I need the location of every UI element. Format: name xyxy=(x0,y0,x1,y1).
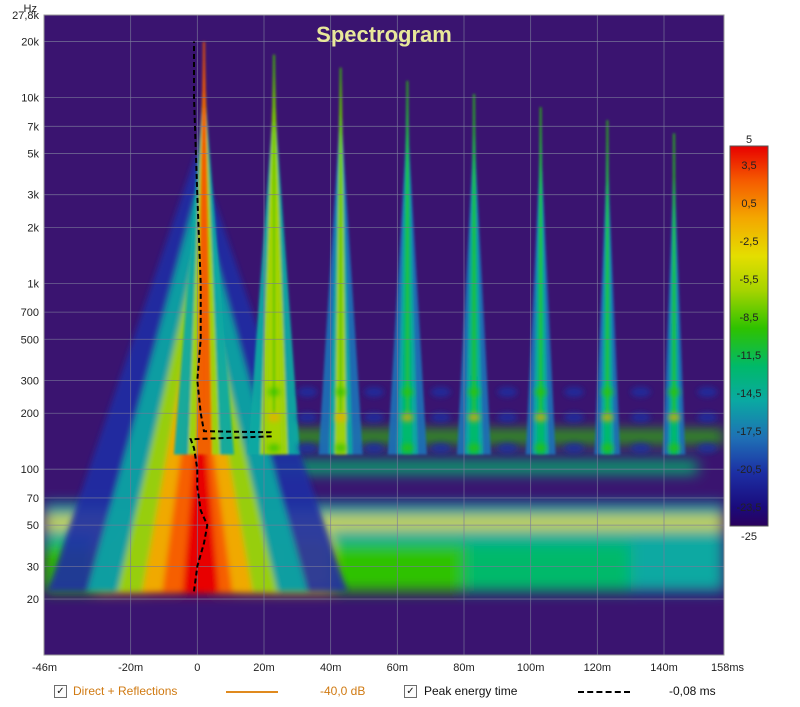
x-tick-label: 0 xyxy=(194,662,200,674)
colorbar-label: 0,5 xyxy=(741,198,756,210)
x-axis-tick-labels: -46m -20m 0 20m 40m 60m 80m 100m 120m 140m 158ms xyxy=(32,662,744,674)
grid-lines xyxy=(44,15,724,655)
plot-frame xyxy=(43,14,725,656)
x-tick-label: 40m xyxy=(320,662,341,674)
x-tick-label: 60m xyxy=(387,662,408,674)
direct-reflections-swatch xyxy=(226,691,278,693)
x-tick-label: 20m xyxy=(253,662,274,674)
peak-energy-time-value: -0,08 ms xyxy=(669,684,716,698)
colorbar-label: -25 xyxy=(741,531,757,543)
peak-energy-time-line xyxy=(189,41,272,592)
colorbar-label: -20,5 xyxy=(736,464,761,476)
y-tick-label: 500 xyxy=(21,334,39,346)
direct-reflections-label[interactable]: Direct + Reflections xyxy=(73,684,178,698)
x-tick-label: -46m xyxy=(32,662,57,674)
colorbar-tick-labels: 5 3,5 0,5 -2,5 -5,5 -8,5 -11,5 -14,5 -17,5 -20,5 -… xyxy=(736,134,761,543)
y-tick-label: 7k xyxy=(27,121,39,133)
y-axis-tick-labels: 27,8k 20k 10k 7k 5k 3k 2k 1k 700 500 300 200 100 70 50… xyxy=(12,10,39,606)
y-tick-label: 70 xyxy=(27,493,39,505)
y-tick-label: 1k xyxy=(27,278,39,290)
y-tick-label: 100 xyxy=(21,464,39,476)
y-tick-label: 50 xyxy=(27,520,39,532)
x-tick-label: 80m xyxy=(453,662,474,674)
peak-energy-time-checkbox[interactable] xyxy=(404,685,417,698)
y-tick-label: 200 xyxy=(21,408,39,420)
y-tick-label: 27,8k xyxy=(12,10,39,22)
colorbar-label: -8,5 xyxy=(740,312,759,324)
peak-energy-time-label[interactable]: Peak energy time xyxy=(424,684,518,698)
y-tick-label: 300 xyxy=(21,376,39,388)
direct-reflections-value: -40,0 dB xyxy=(320,684,366,698)
y-tick-label: 30 xyxy=(27,561,39,573)
chart-title: Spectrogram xyxy=(316,22,452,47)
x-tick-label: 158ms xyxy=(711,662,745,674)
colorbar-label: -14,5 xyxy=(736,388,761,400)
y-axis-unit: Hz xyxy=(24,3,37,15)
x-tick-label: 120m xyxy=(584,662,612,674)
y-tick-label: 20k xyxy=(21,37,39,49)
x-tick-label: -20m xyxy=(118,662,143,674)
y-tick-label: 3k xyxy=(27,190,39,202)
y-tick-label: 5k xyxy=(27,148,39,160)
legend-bar: Direct + Reflections -40,0 dB Peak energ… xyxy=(0,680,800,704)
colorbar-label: -23,5 xyxy=(736,502,761,514)
x-tick-label: 140m xyxy=(650,662,678,674)
colorbar-label: 3,5 xyxy=(741,160,756,172)
colorbar-label: -11,5 xyxy=(737,350,761,362)
y-tick-label: 2k xyxy=(27,222,39,234)
colorbar-label: -5,5 xyxy=(740,274,759,286)
peak-energy-time-swatch xyxy=(578,691,630,693)
colorbar-label: -17,5 xyxy=(736,426,761,438)
y-tick-label: 10k xyxy=(21,93,39,105)
y-tick-label: 700 xyxy=(21,307,39,319)
colorbar-label: -2,5 xyxy=(740,236,759,248)
direct-reflections-checkbox[interactable] xyxy=(54,685,67,698)
colorbar-label: 5 xyxy=(746,134,752,146)
x-tick-label: 100m xyxy=(517,662,545,674)
colorbar xyxy=(729,145,769,527)
y-tick-label: 20 xyxy=(27,594,39,606)
